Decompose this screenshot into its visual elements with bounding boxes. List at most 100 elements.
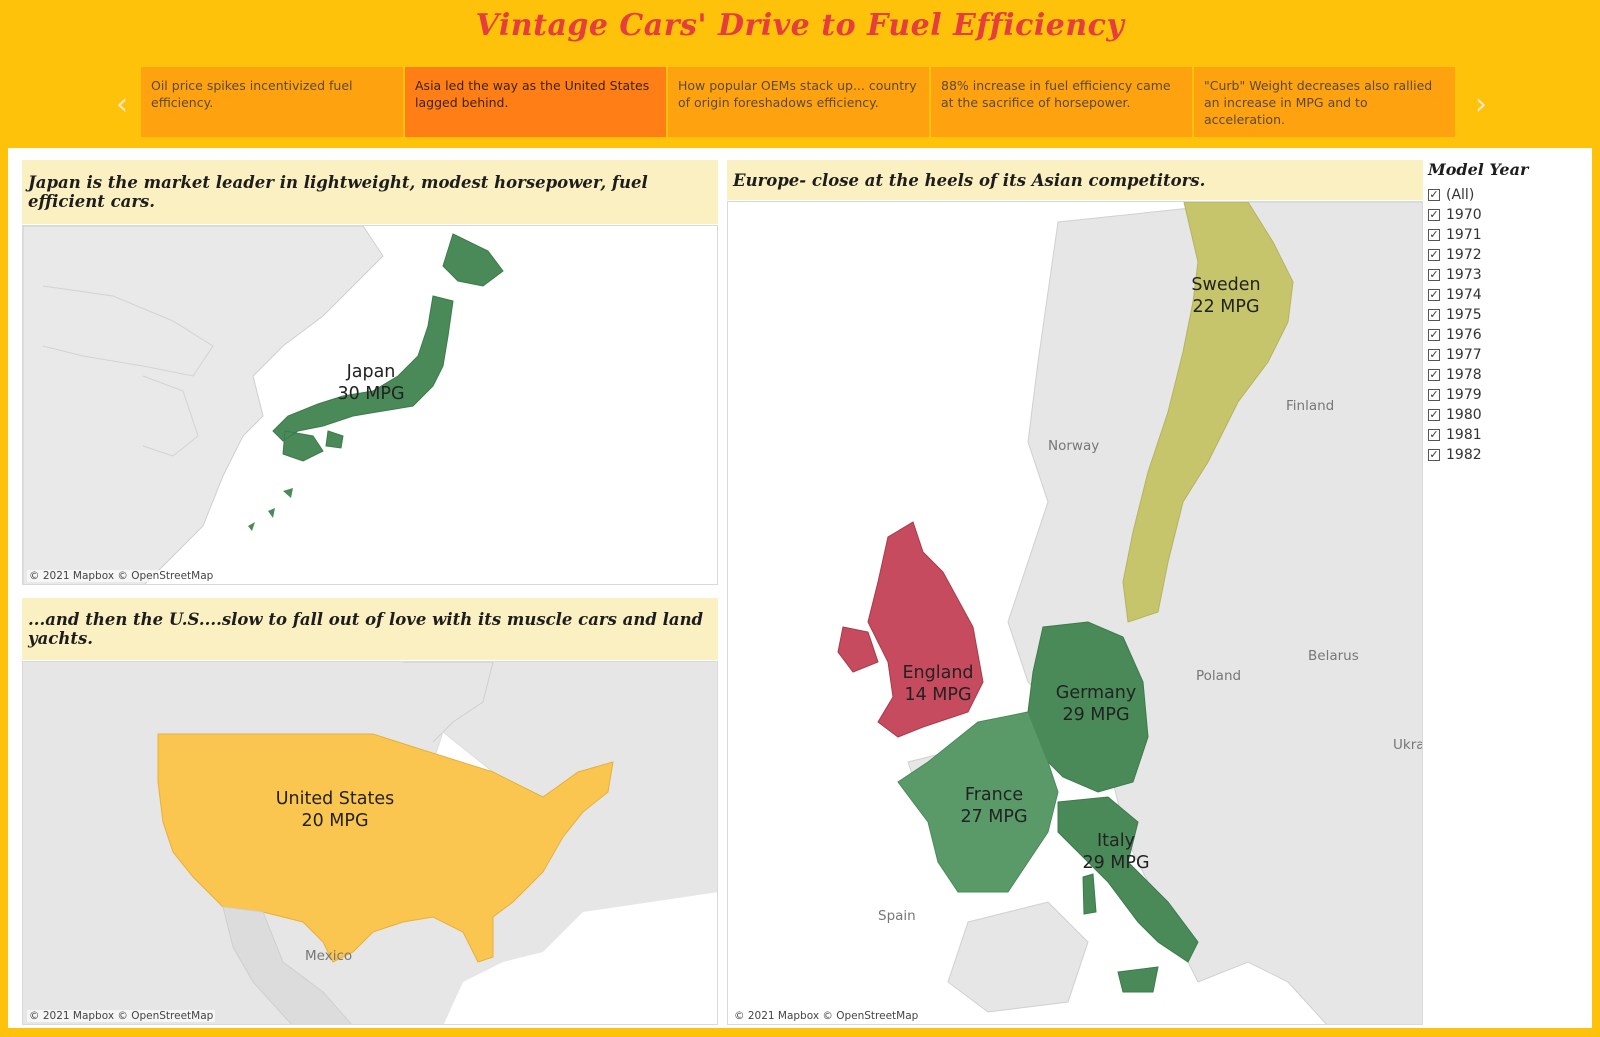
story-point-3[interactable]: How popular OEMs stack up... country of … [667, 67, 929, 137]
japan-mpg: 30 MPG [337, 384, 405, 404]
filter-item-label: 1978 [1446, 367, 1482, 383]
map-attribution[interactable]: © 2021 Mapbox © OpenStreetMap [27, 570, 216, 582]
france-region[interactable] [897, 711, 1059, 893]
filter-item[interactable]: ✓ 1982 [1428, 445, 1588, 465]
checkbox-icon[interactable]: ✓ [1428, 328, 1440, 341]
italy-region[interactable] [1057, 796, 1199, 993]
japan-label: Japan 30 MPG [337, 361, 404, 405]
filter-item[interactable]: ✓ 1972 [1428, 245, 1588, 265]
usa-name: United States [275, 789, 395, 809]
japan-islands[interactable] [248, 488, 293, 531]
sweden-label: Sweden 22 MPG [1191, 274, 1260, 318]
checkbox-icon[interactable]: ✓ [1428, 408, 1440, 421]
ukraine-label: Ukra [1393, 737, 1423, 753]
story-point-5[interactable]: "Curb" Weight decreases also rallied an … [1193, 67, 1455, 137]
japan-map-svg [23, 226, 717, 584]
norway-label: Norway [1048, 438, 1100, 454]
filter-item[interactable]: ✓ 1975 [1428, 305, 1588, 325]
filter-item[interactable]: ✓ 1977 [1428, 345, 1588, 365]
chevron-right-icon: › [1475, 87, 1487, 122]
japan-name: Japan [346, 362, 396, 382]
border-line [142, 375, 199, 457]
poland-label: Poland [1196, 668, 1242, 684]
europe-map[interactable]: Finland Norway Poland Belarus Ukra Spain… [727, 201, 1423, 1025]
chevron-left-icon: ‹ [116, 87, 128, 122]
filter-item[interactable]: ✓ 1974 [1428, 285, 1588, 305]
germany-mpg: 29 MPG [1062, 705, 1130, 725]
filter-list: ✓ (All) ✓ 1970 ✓ 1971 ✓ 1972 ✓ 1973 ✓ 1974 ✓ 1975 ✓ 197… [1428, 185, 1588, 465]
usa-region[interactable] [157, 733, 614, 963]
sweden-mpg: 22 MPG [1192, 297, 1260, 317]
filter-item[interactable]: ✓ 1978 [1428, 365, 1588, 385]
filter-item[interactable]: ✓ 1981 [1428, 425, 1588, 445]
checkbox-icon[interactable]: ✓ [1428, 428, 1440, 441]
story-prev-button[interactable]: ‹ [110, 90, 134, 120]
filter-item[interactable]: ✓ 1980 [1428, 405, 1588, 425]
japan-map[interactable]: Japan 30 MPG © 2021 Mapbox © OpenStreetM… [22, 225, 718, 585]
italy-mpg: 29 MPG [1082, 853, 1150, 873]
filter-item-label: 1970 [1446, 207, 1482, 223]
england-name: England [902, 663, 974, 683]
filter-item-label: 1972 [1446, 247, 1482, 263]
border-line [403, 662, 494, 743]
usa-label: United States 20 MPG [276, 788, 395, 832]
story-next-button[interactable]: › [1469, 90, 1493, 120]
italy-label: Italy 29 MPG [1082, 830, 1149, 874]
usa-map[interactable]: Mexico United States 20 MPG © 2021 Mapbo… [22, 661, 718, 1025]
mexico-region [222, 906, 352, 1024]
germany-name: Germany [1055, 683, 1137, 703]
filter-item[interactable]: ✓ 1973 [1428, 265, 1588, 285]
model-year-filter: Model Year ✓ (All) ✓ 1970 ✓ 1971 ✓ 1972 ✓ 1973 ✓ 19… [1428, 160, 1588, 465]
filter-item-label: 1975 [1446, 307, 1482, 323]
filter-item[interactable]: ✓ (All) [1428, 185, 1588, 205]
france-mpg: 27 MPG [960, 807, 1028, 827]
usa-map-svg [23, 662, 717, 1024]
england-label: England 14 MPG [902, 662, 973, 706]
checkbox-icon[interactable]: ✓ [1428, 248, 1440, 261]
checkbox-icon[interactable]: ✓ [1428, 228, 1440, 241]
france-label: France 27 MPG [960, 784, 1027, 828]
filter-title: Model Year [1428, 160, 1529, 179]
ocean [443, 892, 717, 1024]
filter-item-label: 1973 [1446, 267, 1482, 283]
finland-label: Finland [1286, 398, 1335, 414]
filter-item-label: 1974 [1446, 287, 1482, 303]
checkbox-icon[interactable]: ✓ [1428, 348, 1440, 361]
filter-item-label: 1977 [1446, 347, 1482, 363]
mexico-label: Mexico [305, 948, 353, 964]
checkbox-icon[interactable]: ✓ [1428, 188, 1440, 201]
japan-region[interactable] [272, 233, 504, 462]
checkbox-icon[interactable]: ✓ [1428, 448, 1440, 461]
usa-mpg: 20 MPG [301, 811, 369, 831]
england-region[interactable] [837, 521, 984, 738]
france-name: France [964, 785, 1024, 805]
story-point-4[interactable]: 88% increase in fuel efficiency came at … [930, 67, 1192, 137]
europe-map-svg [728, 202, 1422, 1024]
filter-item[interactable]: ✓ 1979 [1428, 385, 1588, 405]
filter-item-label: 1982 [1446, 447, 1482, 463]
border-line [42, 285, 214, 377]
checkbox-icon[interactable]: ✓ [1428, 208, 1440, 221]
filter-item[interactable]: ✓ 1976 [1428, 325, 1588, 345]
checkbox-icon[interactable]: ✓ [1428, 388, 1440, 401]
checkbox-icon[interactable]: ✓ [1428, 268, 1440, 281]
filter-item-label: 1979 [1446, 387, 1482, 403]
filter-item-label: (All) [1446, 187, 1475, 203]
checkbox-icon[interactable]: ✓ [1428, 368, 1440, 381]
map-attribution[interactable]: © 2021 Mapbox © OpenStreetMap [27, 1010, 216, 1022]
filter-item[interactable]: ✓ 1971 [1428, 225, 1588, 245]
sweden-name: Sweden [1191, 275, 1261, 295]
map-attribution[interactable]: © 2021 Mapbox © OpenStreetMap [732, 1010, 921, 1022]
italy-name: Italy [1097, 831, 1135, 851]
checkbox-icon[interactable]: ✓ [1428, 288, 1440, 301]
sweden-region[interactable] [1122, 202, 1294, 623]
germany-region[interactable] [1027, 621, 1149, 793]
checkbox-icon[interactable]: ✓ [1428, 308, 1440, 321]
filter-item[interactable]: ✓ 1970 [1428, 205, 1588, 225]
spain-label: Spain [878, 908, 916, 924]
belarus-label: Belarus [1308, 648, 1359, 664]
filter-item-label: 1971 [1446, 227, 1482, 243]
germany-label: Germany 29 MPG [1056, 682, 1136, 726]
story-point-1[interactable]: Oil price spikes incentivized fuel effic… [141, 67, 403, 137]
story-point-2[interactable]: Asia led the way as the United States la… [404, 67, 666, 137]
